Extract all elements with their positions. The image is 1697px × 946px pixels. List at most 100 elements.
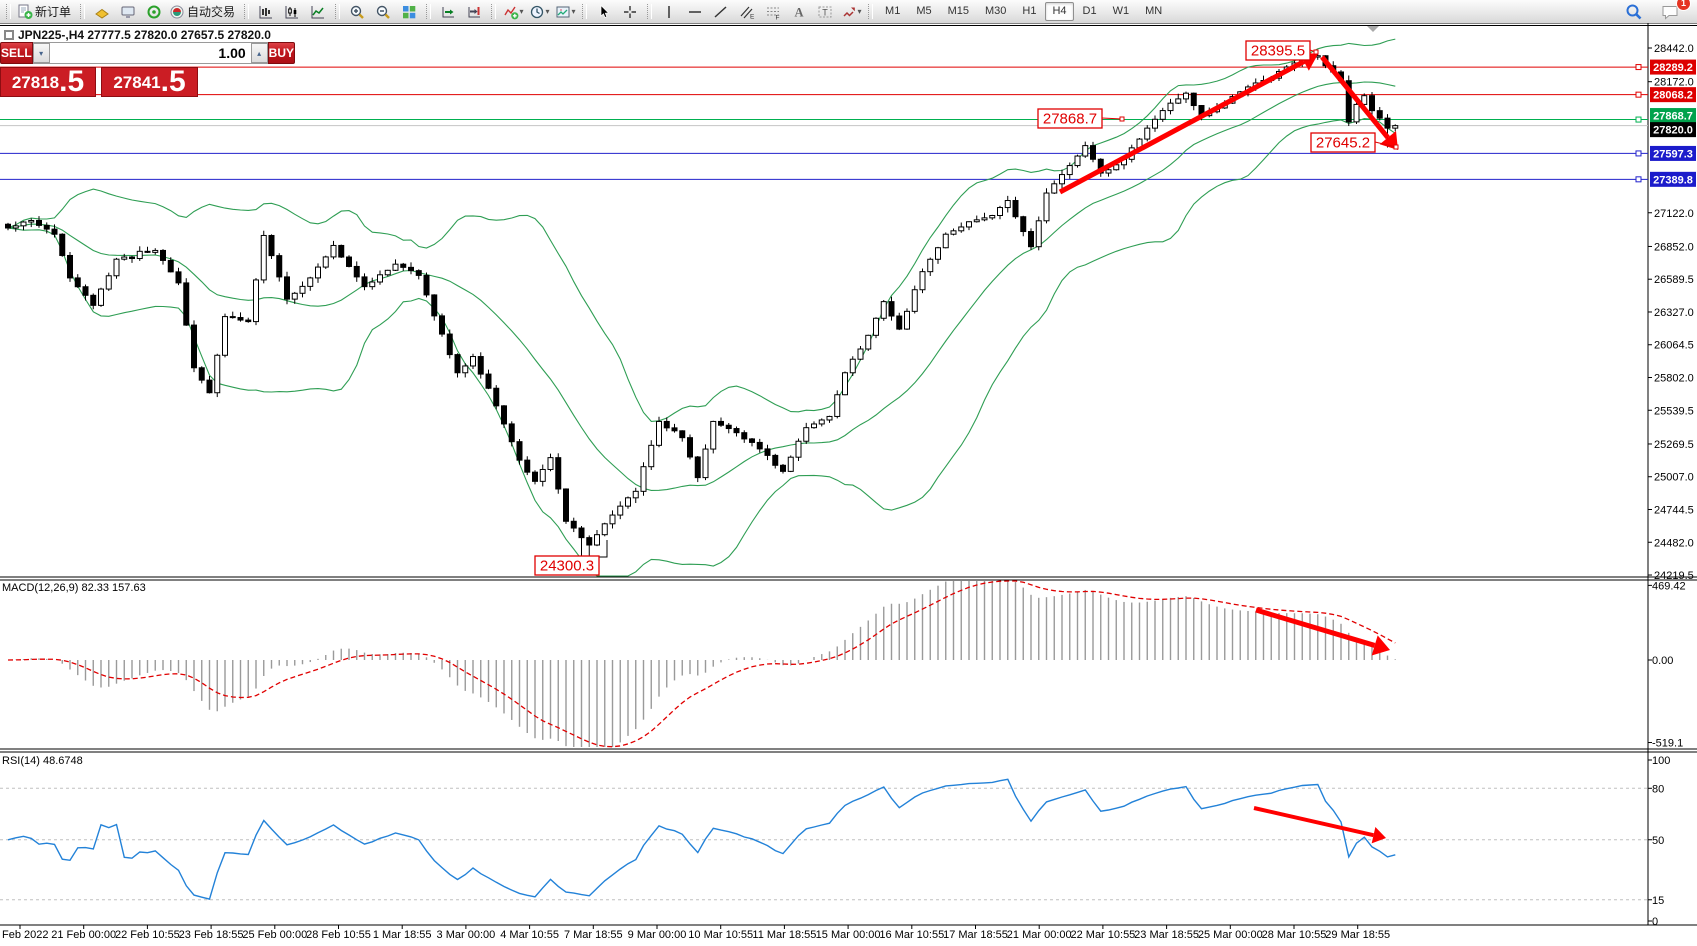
periods-button[interactable]: ▾	[526, 2, 552, 22]
candle-body[interactable]	[625, 497, 631, 507]
candle-body[interactable]	[935, 247, 941, 260]
candle-body[interactable]	[470, 356, 476, 367]
vertical-line-button[interactable]	[656, 2, 682, 22]
fibonacci-button[interactable]: F	[760, 2, 786, 22]
equidistant-channel-button[interactable]: E	[734, 2, 760, 22]
candle-body[interactable]	[206, 379, 213, 394]
buy-price[interactable]: 27841.5	[101, 67, 198, 97]
candle-body[interactable]	[74, 277, 81, 288]
candle-body[interactable]	[160, 249, 166, 261]
candle-body[interactable]	[431, 294, 438, 317]
candle-body[interactable]	[1152, 118, 1158, 129]
candle-body[interactable]	[330, 244, 337, 258]
candle-body[interactable]	[51, 228, 58, 235]
candle-body[interactable]	[601, 523, 608, 536]
candle-body[interactable]	[1012, 200, 1019, 218]
indicators-list-button[interactable]: ▾	[500, 2, 526, 22]
candle-body[interactable]	[260, 234, 267, 281]
candle-body[interactable]	[284, 276, 290, 300]
candle-body[interactable]	[679, 430, 686, 439]
candle-body[interactable]	[392, 263, 399, 271]
candle-body[interactable]	[1004, 200, 1011, 209]
sell-button[interactable]: SELL	[0, 42, 33, 64]
volume-increase-button[interactable]: ▴	[250, 43, 268, 63]
candle-body[interactable]	[718, 420, 724, 426]
candle-body[interactable]	[508, 423, 515, 443]
candle-body[interactable]	[997, 207, 1003, 216]
candle-body[interactable]	[694, 456, 701, 479]
line-chart-button[interactable]	[305, 2, 331, 22]
candle-body[interactable]	[5, 223, 11, 229]
metaeditor-button[interactable]	[89, 2, 115, 22]
candle-body[interactable]	[896, 315, 903, 330]
text-label-button[interactable]: T	[812, 2, 838, 22]
price-annotation-text[interactable]: 28395.5	[1251, 43, 1305, 60]
timeframe-h4-button[interactable]: H4	[1045, 2, 1074, 21]
candle-body[interactable]	[423, 274, 430, 296]
candle-body[interactable]	[795, 440, 802, 458]
candle-body[interactable]	[733, 428, 740, 434]
candle-body[interactable]	[1043, 192, 1050, 222]
candle-body[interactable]	[648, 444, 655, 468]
zoom-in-button[interactable]	[344, 2, 370, 22]
candle-body[interactable]	[764, 448, 771, 456]
crosshair-button[interactable]	[617, 2, 643, 22]
candle-body[interactable]	[663, 420, 670, 429]
candle-body[interactable]	[43, 224, 50, 230]
candle-body[interactable]	[1020, 216, 1027, 233]
buy-button[interactable]: BUY	[267, 42, 296, 64]
candle-body[interactable]	[911, 289, 918, 312]
candle-body[interactable]	[966, 221, 972, 228]
candle-body[interactable]	[1074, 155, 1081, 167]
volume-decrease-button[interactable]: ▾	[32, 43, 50, 63]
candle-body[interactable]	[656, 420, 662, 446]
candle-body[interactable]	[1144, 127, 1151, 140]
candle-body[interactable]	[90, 294, 97, 306]
text-button[interactable]: A	[786, 2, 812, 22]
candle-body[interactable]	[136, 250, 143, 260]
candle-body[interactable]	[415, 270, 422, 276]
timeframe-d1-button[interactable]: D1	[1082, 5, 1097, 17]
candle-body[interactable]	[617, 505, 624, 516]
candle-body[interactable]	[741, 432, 748, 440]
candle-body[interactable]	[787, 456, 794, 472]
candle-body[interactable]	[1384, 117, 1391, 129]
candle-body[interactable]	[98, 288, 104, 306]
candle-body[interactable]	[950, 230, 957, 235]
candle-body[interactable]	[849, 358, 856, 374]
candle-body[interactable]	[927, 258, 934, 273]
timeframe-w1-button[interactable]: W1	[1112, 5, 1130, 17]
candle-body[interactable]	[1353, 103, 1360, 123]
candle-body[interactable]	[818, 419, 825, 425]
candle-body[interactable]	[408, 266, 414, 272]
candle-body[interactable]	[710, 420, 717, 450]
candlestick-chart-button[interactable]	[279, 2, 305, 22]
cursor-button[interactable]	[591, 2, 617, 22]
candle-body[interactable]	[291, 292, 298, 300]
price-annotation-box[interactable]	[1037, 108, 1103, 129]
price-annotation-text[interactable]: 27868.7	[1043, 111, 1097, 128]
candle-body[interactable]	[1035, 220, 1042, 248]
tile-windows-button[interactable]	[396, 2, 422, 22]
candle-body[interactable]	[299, 285, 306, 294]
candle-body[interactable]	[485, 373, 492, 389]
candle-body[interactable]	[446, 333, 453, 356]
new-order-button[interactable]: 新订单	[15, 2, 76, 22]
sell-price[interactable]: 27818.5	[0, 67, 96, 97]
candle-body[interactable]	[315, 266, 321, 279]
candle-body[interactable]	[1082, 145, 1089, 157]
candle-body[interactable]	[1183, 92, 1189, 100]
candle-body[interactable]	[353, 265, 360, 278]
candle-body[interactable]	[632, 490, 639, 499]
candle-body[interactable]	[570, 520, 577, 529]
candle-body[interactable]	[1105, 169, 1112, 174]
auto-trading-button[interactable]: 自动交易	[167, 2, 240, 22]
candle-body[interactable]	[322, 256, 329, 268]
candle-body[interactable]	[59, 233, 66, 256]
candle-body[interactable]	[904, 310, 910, 330]
candle-body[interactable]	[1376, 110, 1383, 119]
candle-body[interactable]	[1051, 183, 1058, 194]
search-button[interactable]	[1621, 2, 1647, 22]
candle-body[interactable]	[687, 437, 693, 458]
candle-body[interactable]	[338, 244, 345, 258]
